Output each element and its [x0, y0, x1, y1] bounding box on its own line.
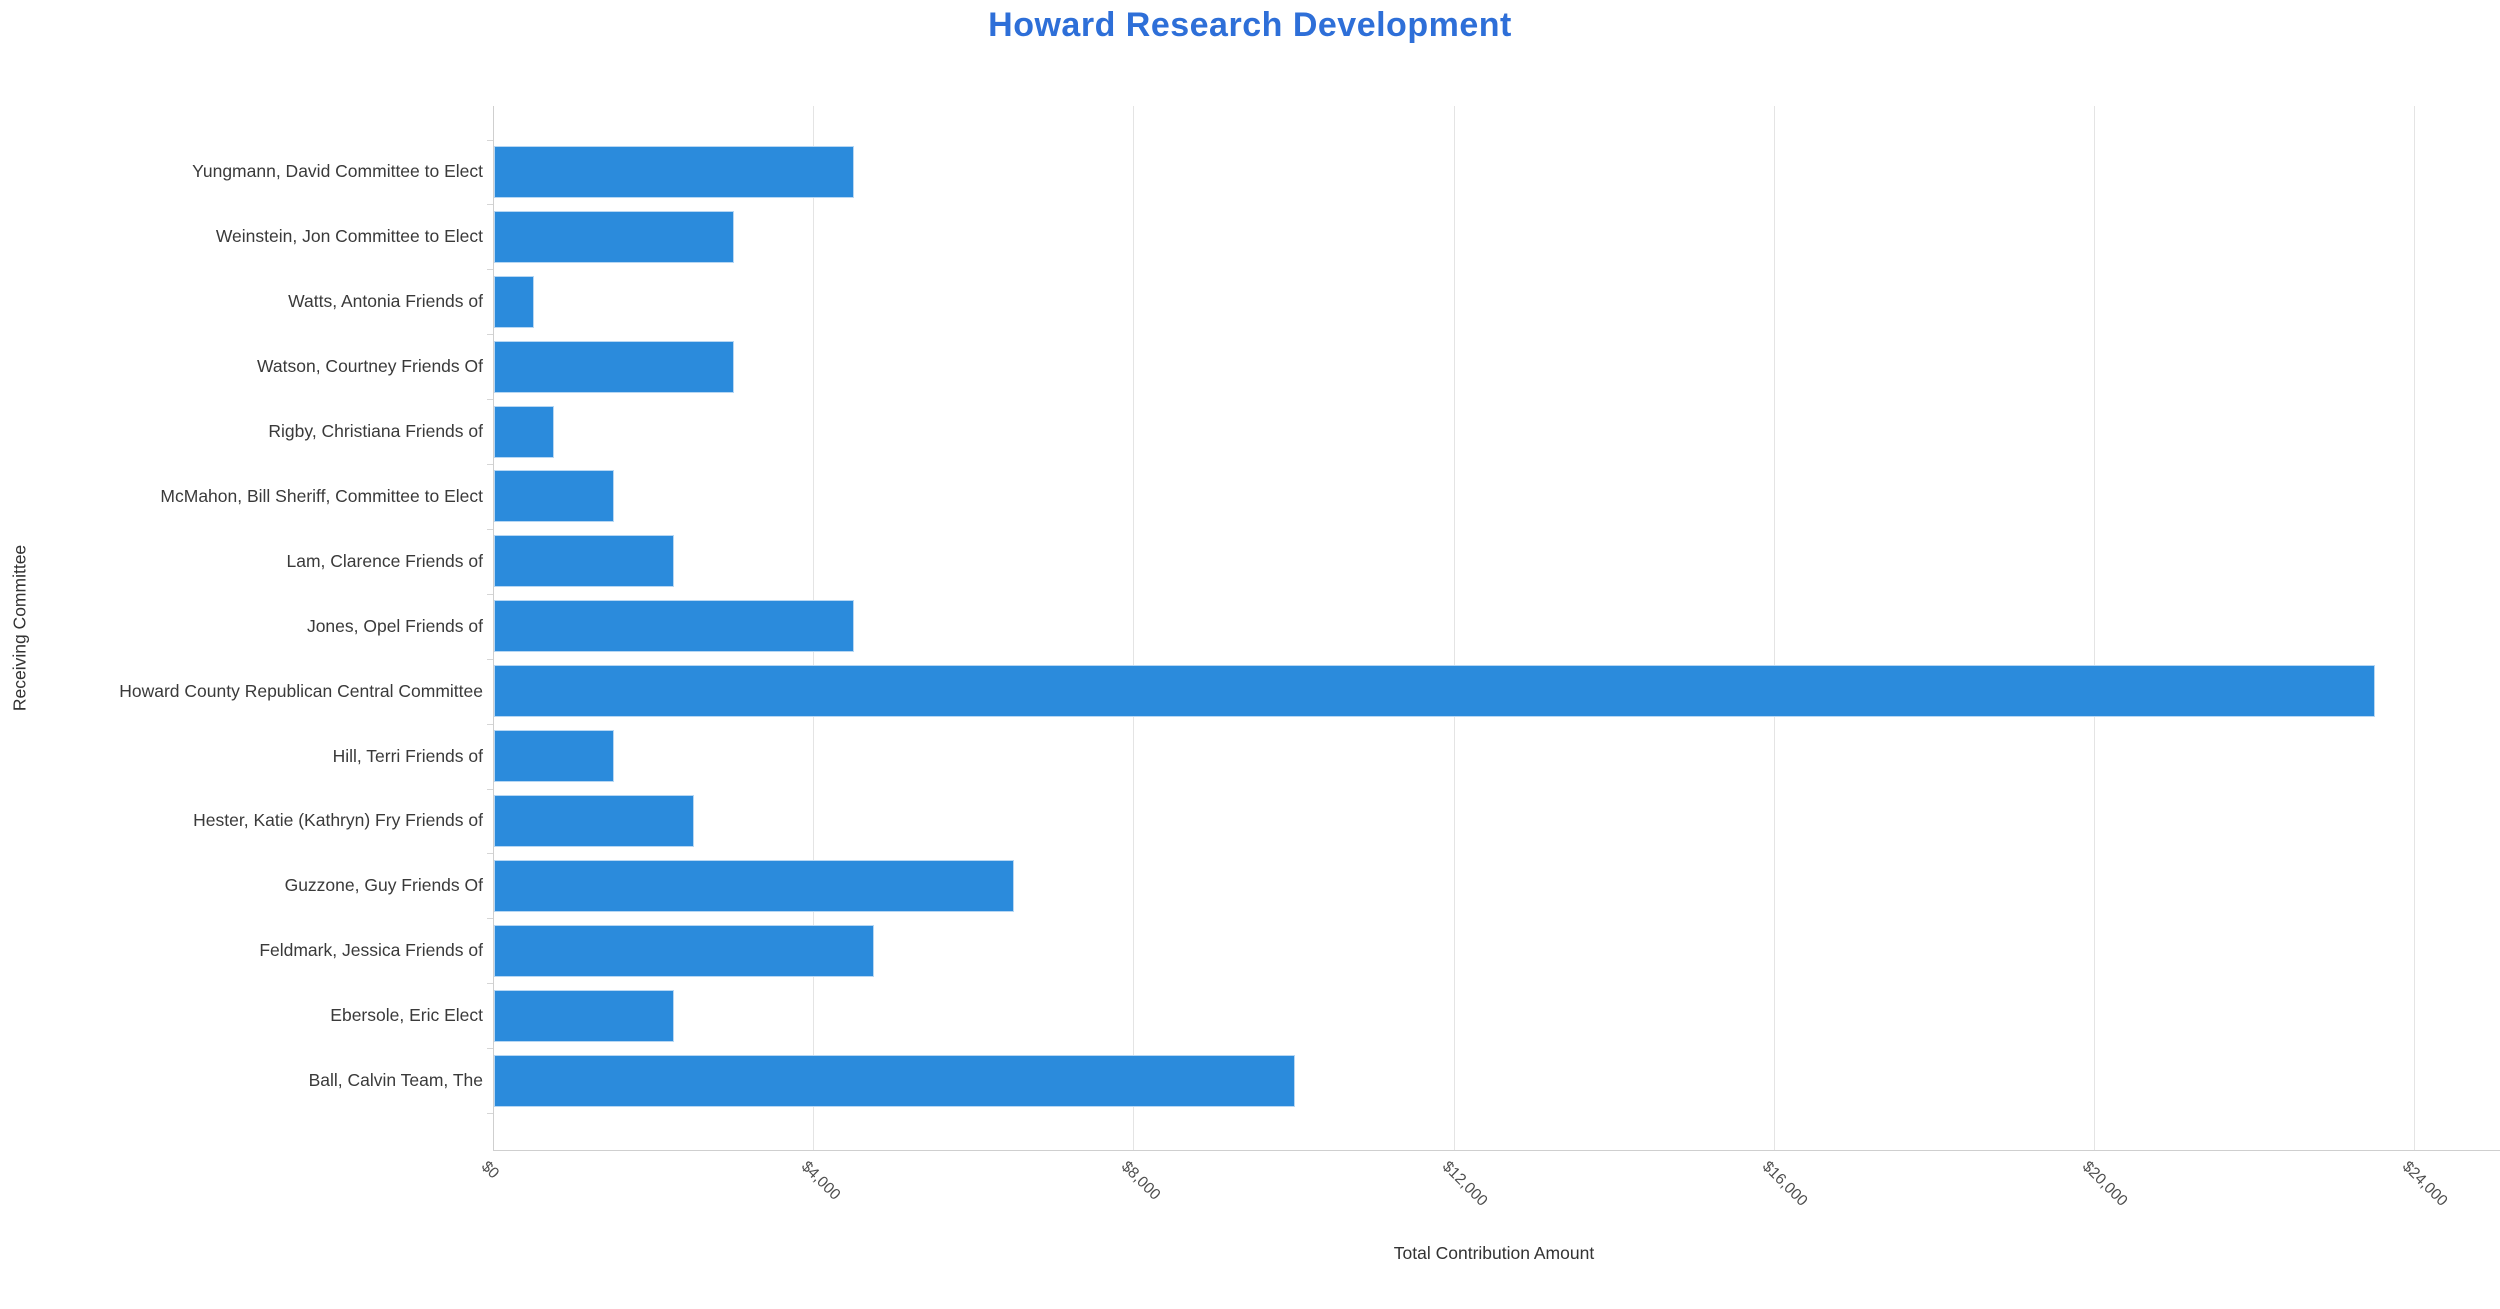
x-tick-label: $0 — [477, 1158, 503, 1183]
bar[interactable] — [494, 989, 675, 1042]
y-axis-tick — [487, 788, 493, 790]
x-tick-label: $20,000 — [2078, 1158, 2131, 1210]
category-label: Ball, Calvin Team, The — [308, 1070, 483, 1091]
x-tick-label: $24,000 — [2399, 1158, 2451, 1210]
x-axis-title: Total Contribution Amount — [1393, 1243, 1595, 1263]
category-label: Jones, Opel Friends of — [306, 615, 483, 636]
category-label: Howard County Republican Central Committ… — [119, 680, 483, 701]
y-axis-tick — [487, 853, 493, 855]
category-label: Watson, Courtney Friends Of — [257, 356, 483, 377]
x-axis-line — [493, 1150, 2500, 1151]
category-label: Guzzone, Guy Friends Of — [284, 875, 483, 896]
category-label: Watts, Antonia Friends of — [288, 291, 483, 312]
bar[interactable] — [494, 600, 855, 653]
y-axis-tick — [487, 658, 493, 660]
bar[interactable] — [494, 1054, 1295, 1107]
category-label: Feldmark, Jessica Friends of — [259, 940, 483, 961]
category-label: McMahon, Bill Sheriff, Committee to Elec… — [160, 485, 483, 506]
category-label: Lam, Clarence Friends of — [286, 550, 483, 571]
gridline-$20,000 — [2094, 106, 2095, 1150]
category-label: Weinstein, Jon Committee to Elect — [215, 226, 483, 247]
y-axis-tick — [487, 269, 493, 271]
y-axis-tick — [487, 399, 493, 401]
bar[interactable] — [494, 535, 675, 588]
bar[interactable] — [494, 665, 2376, 718]
bar[interactable] — [494, 730, 615, 783]
bar[interactable] — [494, 275, 534, 328]
gridline-$16,000 — [1773, 106, 1775, 1150]
y-axis-tick — [487, 334, 493, 336]
bar[interactable] — [494, 924, 875, 977]
bar[interactable] — [494, 340, 735, 393]
category-label: Hill, Terri Friends of — [332, 745, 483, 766]
y-axis-tick — [487, 918, 493, 920]
x-tick-label: $12,000 — [1438, 1158, 1491, 1210]
category-label: Rigby, Christiana Friends of — [268, 421, 483, 442]
bar[interactable] — [494, 795, 695, 847]
y-axis-tick — [487, 204, 493, 206]
bar[interactable] — [494, 145, 855, 198]
y-axis-tick — [487, 528, 493, 530]
y-axis-tick — [487, 1048, 493, 1050]
y-axis-tick — [487, 1113, 493, 1114]
y-axis-tick — [487, 593, 493, 595]
x-tick-label: $4,000 — [798, 1158, 844, 1204]
y-axis-tick — [487, 464, 493, 465]
bar[interactable] — [494, 859, 1015, 912]
y-axis-title: Receiving Committee — [9, 544, 30, 712]
x-tick-label: $16,000 — [1758, 1158, 1811, 1210]
y-axis-tick — [487, 723, 493, 725]
bar[interactable] — [494, 210, 735, 263]
gridline-$24,000 — [2414, 106, 2416, 1150]
chart-title: Howard Research Development — [988, 6, 1512, 44]
y-axis-line — [493, 106, 494, 1150]
y-axis-tick — [487, 139, 493, 141]
gridline-$12,000 — [1453, 106, 1455, 1150]
category-label: Hester, Katie (Kathryn) Fry Friends of — [193, 810, 483, 831]
bar[interactable] — [494, 405, 554, 458]
bar[interactable] — [494, 470, 615, 523]
y-axis-tick — [487, 983, 493, 985]
gridline-$8,000 — [1133, 106, 1135, 1150]
x-tick-label: $8,000 — [1118, 1158, 1164, 1204]
category-label: Yungmann, David Committee to Elect — [192, 161, 483, 182]
category-label: Ebersole, Eric Elect — [330, 1005, 483, 1026]
